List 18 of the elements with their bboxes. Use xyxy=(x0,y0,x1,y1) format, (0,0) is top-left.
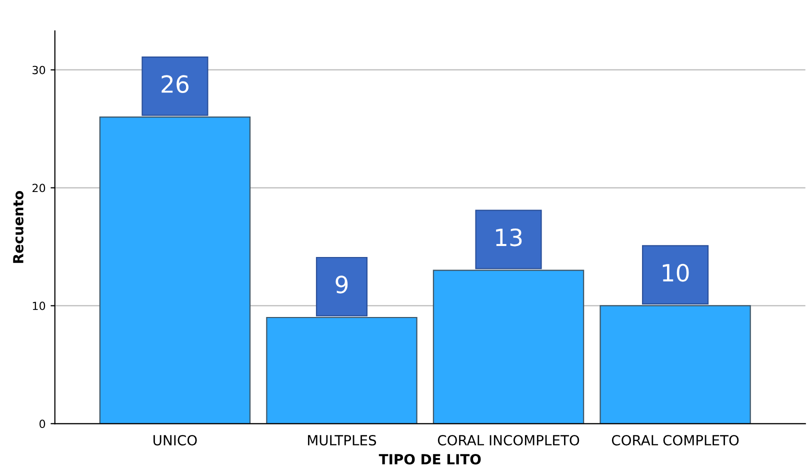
y-tick-label: 30 xyxy=(32,66,46,74)
data-label: 10 xyxy=(662,264,689,282)
x-tick-label: CORAL COMPLETO xyxy=(612,434,739,446)
data-label: 26 xyxy=(162,75,188,94)
x-tick-label: UNICO xyxy=(154,434,197,446)
bar xyxy=(266,316,418,424)
y-tick-label: 0 xyxy=(40,420,46,428)
y-tick-label: 10 xyxy=(32,302,46,310)
x-axis-title: TIPO DE LITO xyxy=(378,454,481,464)
x-tick-label: MULTPLES xyxy=(308,434,376,446)
bar xyxy=(432,270,584,424)
y-tick-label: 20 xyxy=(32,184,46,192)
bar xyxy=(600,305,751,424)
bar xyxy=(99,116,251,424)
data-label: 13 xyxy=(496,228,522,246)
x-tick-label: CORAL INCOMPLETO xyxy=(438,434,580,446)
data-label: 9 xyxy=(336,276,348,294)
y-axis-title: Recuento xyxy=(13,191,24,263)
